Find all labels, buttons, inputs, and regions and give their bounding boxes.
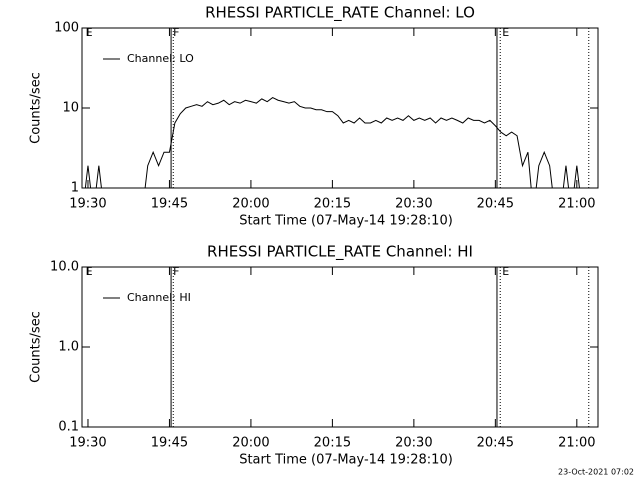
x-tick-label: 21:00 — [558, 436, 595, 451]
flag-label: F — [173, 26, 179, 39]
x-tick-label: 19:45 — [151, 197, 188, 212]
flag-label: E — [502, 26, 509, 39]
legend-label: Channel: HI — [127, 291, 191, 304]
x-tick-label: 20:15 — [314, 197, 351, 212]
x-axis-label: Start Time (07-May-14 19:28:10) — [239, 214, 453, 229]
x-tick-label: 20:45 — [477, 197, 514, 212]
y-axis-label: Counts/sec — [29, 311, 44, 383]
y-tick-label: 0.1 — [58, 420, 79, 435]
flag-label: E — [502, 265, 509, 278]
x-tick-label: 19:45 — [151, 436, 188, 451]
y-tick-label: 1 — [71, 181, 79, 196]
x-tick-label: 20:00 — [232, 197, 269, 212]
x-tick-label: 19:30 — [69, 197, 106, 212]
x-tick-label: 20:30 — [395, 197, 432, 212]
x-tick-label: 20:30 — [395, 436, 432, 451]
y-tick-label: 10 — [62, 101, 79, 116]
legend-label: Channel: LO — [127, 52, 194, 65]
x-tick-label: 20:45 — [477, 436, 514, 451]
y-tick-label: 100 — [54, 21, 79, 36]
flag-label: E — [86, 26, 93, 39]
x-tick-label: 21:00 — [558, 197, 595, 212]
flag-label: E — [86, 265, 93, 278]
x-tick-label: 20:00 — [232, 436, 269, 451]
flag-label: F — [173, 265, 179, 278]
x-axis-label: Start Time (07-May-14 19:28:10) — [239, 453, 453, 468]
x-tick-label: 20:15 — [314, 436, 351, 451]
y-tick-label: 1.0 — [58, 340, 79, 355]
chart-title: RHESSI PARTICLE_RATE Channel: LO — [205, 4, 475, 23]
y-tick-label: 10.0 — [50, 260, 79, 275]
x-tick-label: 19:30 — [69, 436, 106, 451]
data-line — [84, 96, 580, 188]
y-axis-label: Counts/sec — [29, 72, 44, 144]
chart-title: RHESSI PARTICLE_RATE Channel: HI — [207, 243, 473, 262]
timestamp: 23-Oct-2021 07:02 — [558, 468, 634, 477]
